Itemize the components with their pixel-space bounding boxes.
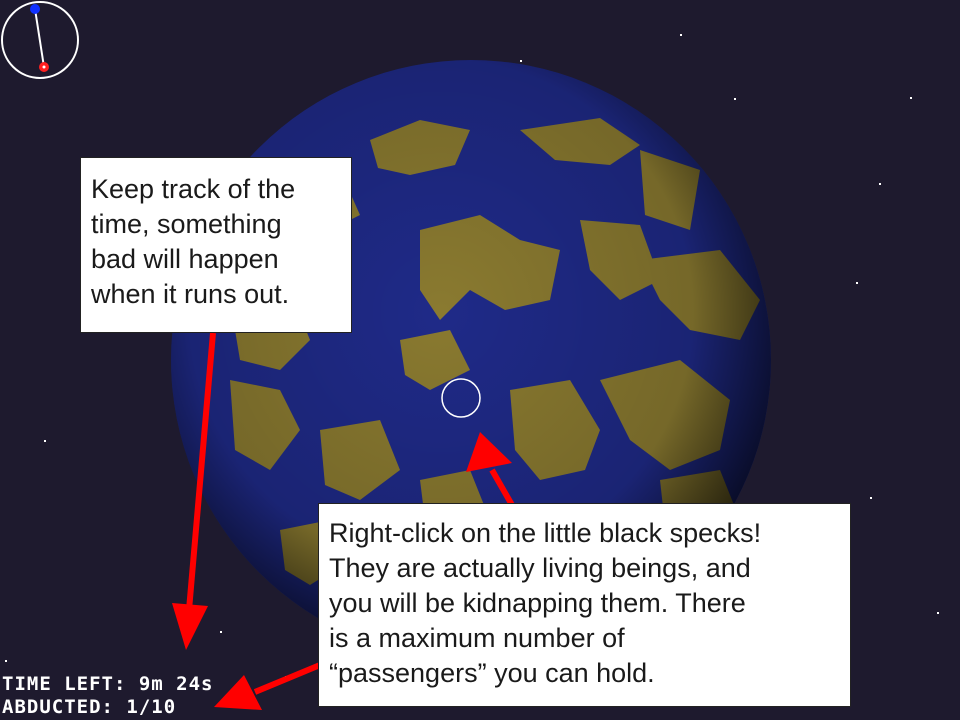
tooltip-abduct-instructions: Right-click on the little black specks! … bbox=[318, 503, 851, 707]
abducted-label: ABDUCTED: bbox=[2, 696, 114, 718]
abducted-value: 1/10 bbox=[126, 696, 177, 718]
hud-abducted: ABDUCTED: 1/10 bbox=[2, 696, 176, 718]
cursor-reticle bbox=[441, 378, 481, 418]
time-left-label: TIME LEFT: bbox=[2, 673, 127, 695]
tutorial-arrow-specks bbox=[466, 432, 515, 507]
tutorial-arrow-abducted bbox=[214, 662, 322, 710]
hud-time-left: TIME LEFT: 9m 24s bbox=[2, 673, 213, 695]
clock-top-marker bbox=[30, 4, 40, 14]
tutorial-arrow-time bbox=[172, 332, 216, 650]
tooltip-time-warning: Keep track of the time, something bad wi… bbox=[80, 157, 352, 333]
time-left-value: 9m 24s bbox=[138, 673, 214, 695]
timer-dial-icon bbox=[1, 1, 79, 79]
